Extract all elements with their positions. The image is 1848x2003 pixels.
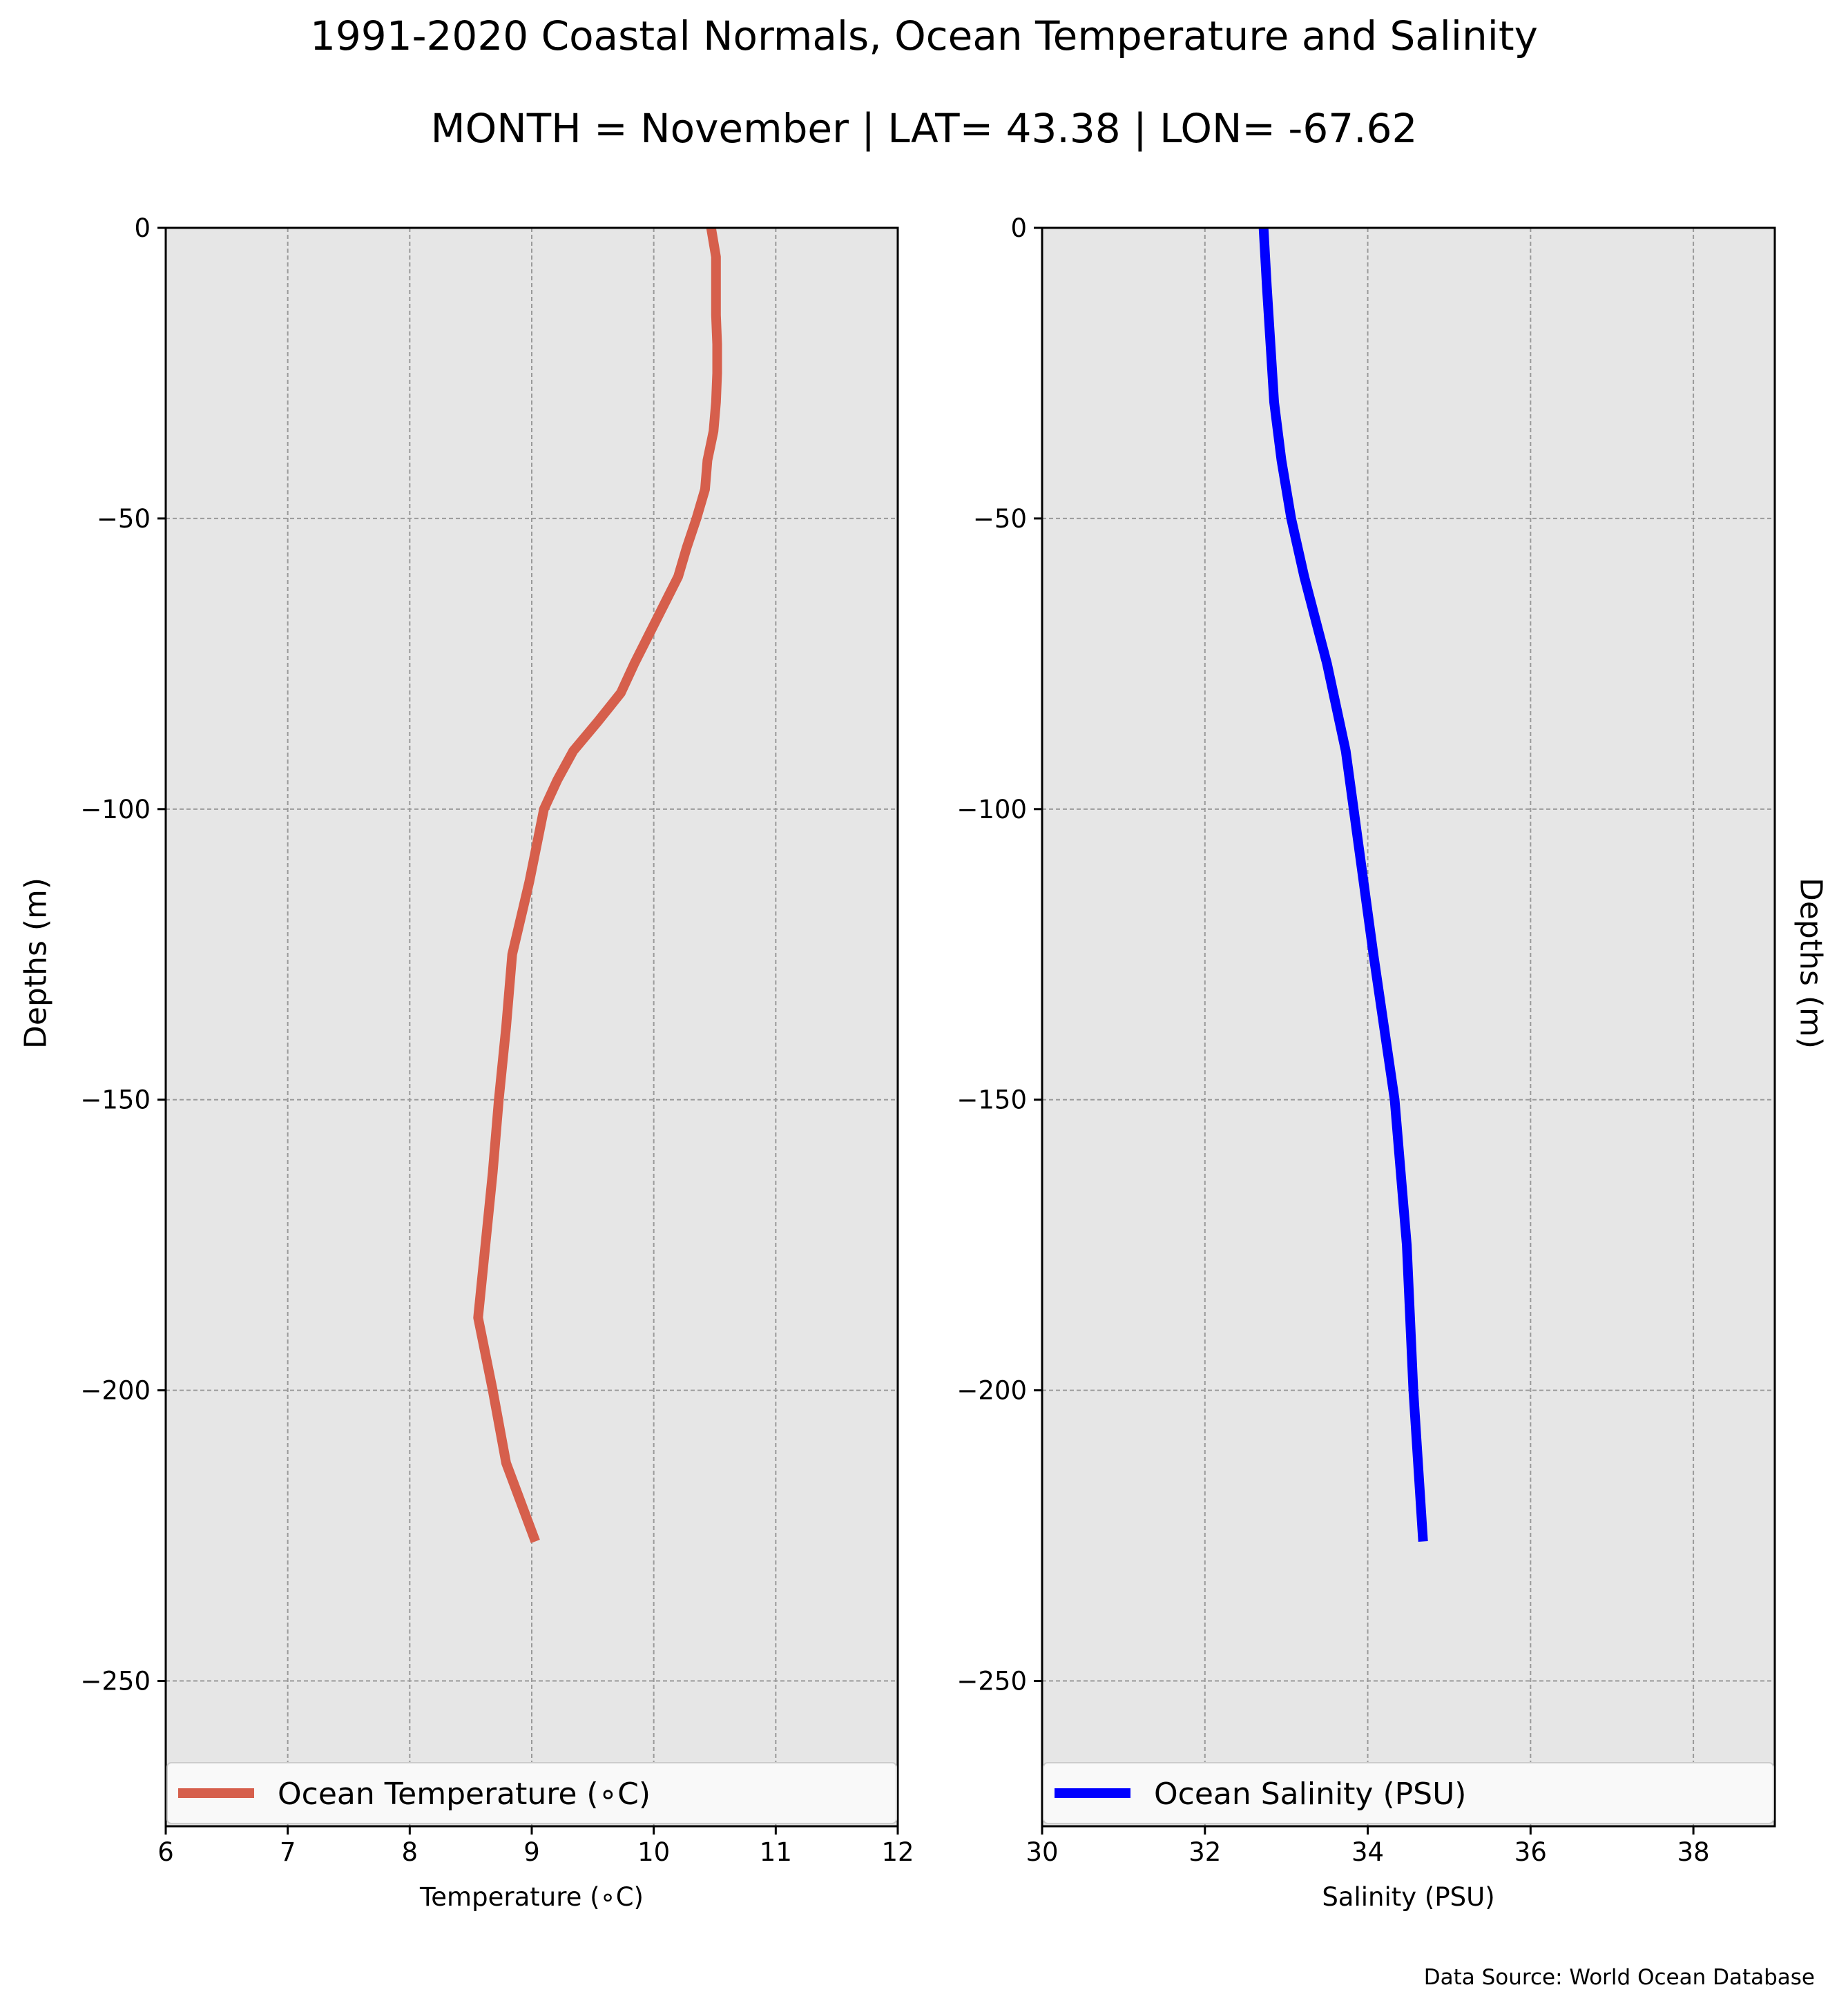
temperature-x-tick-label: 8 — [402, 1837, 418, 1867]
salinity-x-tick-label: 30 — [1026, 1837, 1058, 1867]
temperature-legend-label: Ocean Temperature (∘C) — [278, 1777, 651, 1812]
data-source-note: Data Source: World Ocean Database — [1423, 1965, 1815, 1990]
temperature-x-tick-label: 6 — [157, 1837, 174, 1867]
salinity-x-tick-label: 38 — [1677, 1837, 1710, 1867]
salinity-x-tick-label: 36 — [1514, 1837, 1547, 1867]
temperature-legend-box — [166, 1762, 897, 1824]
temperature-x-tick-label: 7 — [280, 1837, 296, 1867]
temperature-x-tick-label: 12 — [881, 1837, 914, 1867]
salinity-chart: 30 32 34 36 38 0 −50 −100 −150 −200 −250 Salinity (… — [956, 213, 1776, 1912]
temperature-y-tick-label: −50 — [97, 504, 151, 534]
salinity-x-axis-label: Salinity (PSU) — [1322, 1882, 1494, 1912]
salinity-x-tick-label: 34 — [1351, 1837, 1384, 1867]
salinity-y-tick-label: −200 — [956, 1376, 1027, 1406]
temperature-series-line — [473, 226, 722, 1543]
temperature-y-tick-label: 0 — [134, 213, 151, 243]
salinity-y-tick-label: −250 — [956, 1667, 1027, 1696]
salinity-axes-frame — [1041, 226, 1776, 1828]
temperature-plot-area — [166, 228, 898, 1826]
temperature-legend: Ocean Temperature (∘C) — [166, 1762, 897, 1824]
salinity-y-tick-label: −50 — [973, 504, 1027, 534]
chart-title: 1991-2020 Coastal Normals, Ocean Tempera… — [310, 12, 1538, 59]
salinity-y-tick-label: 0 — [1010, 213, 1027, 243]
salinity-legend-box — [1043, 1762, 1774, 1824]
temperature-x-tick-label: 10 — [637, 1837, 670, 1867]
temperature-y-tick-label: −250 — [80, 1667, 151, 1696]
temperature-chart: 6 7 8 9 10 11 12 0 −50 −100 −150 −200 −250 Temperatur… — [80, 213, 914, 1912]
temperature-x-axis-label: Temperature (∘C) — [419, 1882, 644, 1912]
salinity-plot-area — [1042, 228, 1775, 1826]
salinity-legend-label: Ocean Salinity (PSU) — [1154, 1777, 1466, 1812]
temperature-x-tick-label: 11 — [760, 1837, 792, 1867]
salinity-y-tick-label: −100 — [956, 795, 1027, 824]
salinity-series-line — [1258, 227, 1428, 1542]
chart-subtitle: MONTH = November | LAT= 43.38 | LON= -67… — [430, 105, 1418, 152]
salinity-x-tick-label: 32 — [1188, 1837, 1221, 1867]
temperature-y-tick-label: −200 — [80, 1376, 151, 1406]
salinity-legend: Ocean Salinity (PSU) — [1043, 1762, 1774, 1824]
salinity-y-tick-label: −150 — [956, 1085, 1027, 1115]
temperature-x-tick-label: 9 — [523, 1837, 540, 1867]
temperature-y-tick-label: −100 — [80, 795, 151, 824]
temperature-y-tick-label: −150 — [80, 1085, 151, 1115]
